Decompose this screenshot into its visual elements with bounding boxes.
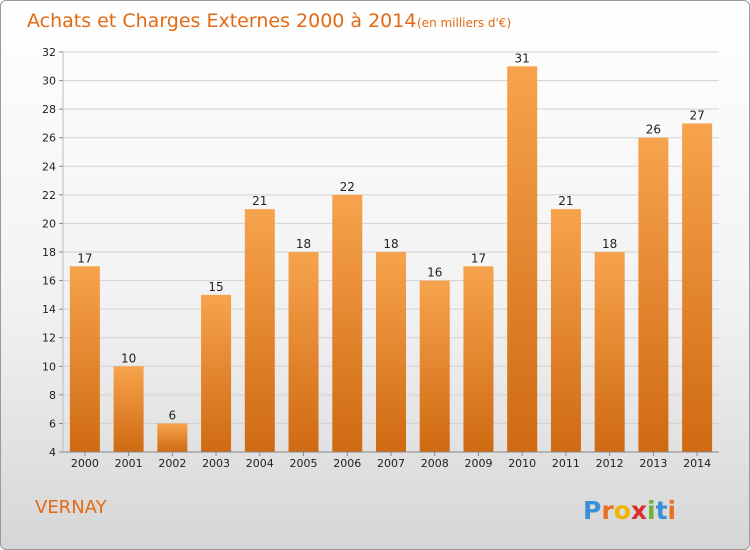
bar-2004 (244, 209, 275, 452)
logo-letter: r (601, 496, 614, 525)
x-tick-label-2007: 2007 (377, 457, 405, 470)
bar-2007 (376, 252, 406, 452)
value-label-2007: 18 (383, 237, 398, 251)
bar-2000 (69, 266, 100, 452)
bar-2005 (288, 252, 319, 452)
logo-letter: x (631, 496, 647, 525)
x-axis: 2000 2001 2002 2003 2004 2005 2006 2007 2008 2009… (71, 452, 711, 470)
y-tick-label: 24 (42, 160, 56, 173)
bar-2010 (507, 66, 538, 453)
bar-2013 (638, 137, 669, 452)
y-tick-label: 28 (42, 103, 56, 116)
y-tick-label: 18 (42, 246, 56, 259)
value-label-2000: 17 (77, 251, 92, 265)
x-tick-label-2009: 2009 (464, 457, 492, 470)
y-tick-label: 4 (49, 446, 56, 459)
y-tick-label: 30 (42, 75, 56, 88)
bar-2014 (682, 123, 713, 452)
x-tick-label-2010: 2010 (508, 457, 536, 470)
value-label-2005: 18 (296, 237, 311, 251)
bar-2011 (550, 209, 581, 452)
value-label-2012: 18 (602, 237, 617, 251)
y-tick-label: 26 (42, 132, 56, 145)
x-tick-label-2011: 2011 (552, 457, 580, 470)
y-tick-label: 8 (49, 389, 56, 402)
x-tick-label-2005: 2005 (290, 457, 318, 470)
y-tick-label: 22 (42, 189, 56, 202)
x-tick-label-2000: 2000 (71, 457, 99, 470)
logo-letter: P (583, 496, 601, 525)
value-label-2010: 31 (515, 51, 530, 65)
y-tick-label: 32 (42, 46, 56, 59)
x-tick-label-2001: 2001 (115, 457, 143, 470)
bar-2006 (332, 194, 363, 452)
bar-2012 (594, 252, 625, 452)
logo-letter: o (614, 496, 631, 525)
y-tick-label: 12 (42, 332, 56, 345)
unit-label: (en milliers d'€) (417, 16, 511, 30)
bar-2002 (157, 423, 188, 452)
value-label-2006: 22 (340, 180, 355, 194)
y-tick-label: 10 (42, 360, 56, 373)
value-label-2013: 26 (646, 123, 661, 137)
value-label-2011: 21 (558, 194, 573, 208)
y-tick-label: 14 (42, 303, 56, 316)
bar-2001 (113, 366, 144, 452)
x-tick-label-2006: 2006 (333, 457, 361, 470)
value-label-2003: 15 (208, 280, 223, 294)
x-tick-label-2014: 2014 (683, 457, 711, 470)
y-axis: 4 6 8 10 12 14 16 18 20 22 24 26 28 30 32 (42, 46, 63, 459)
logo-letter: t (656, 496, 668, 525)
y-tick-label: 16 (42, 275, 56, 288)
bar-2003 (201, 294, 232, 452)
x-tick-label-2012: 2012 (596, 457, 624, 470)
value-label-2004: 21 (252, 194, 267, 208)
value-label-2002: 6 (169, 408, 177, 422)
x-tick-label-2013: 2013 (639, 457, 667, 470)
chart-title: Achats et Charges Externes 2000 à 2014 (27, 10, 416, 32)
value-label-2009: 17 (471, 251, 486, 265)
value-label-2008: 16 (427, 266, 442, 280)
y-tick-label: 6 (49, 417, 56, 430)
x-tick-label-2003: 2003 (202, 457, 230, 470)
bars: 17 10 6 15 21 18 22 18 16 17 31 21 18 26 27 (69, 51, 713, 453)
commune-name: VERNAY (35, 497, 108, 518)
bar-2008 (419, 280, 450, 452)
x-tick-label-2002: 2002 (158, 457, 186, 470)
logo-letter: i (647, 496, 656, 525)
value-label-2014: 27 (689, 108, 704, 122)
proxiti-logo: Proxiti (583, 496, 676, 525)
x-tick-label-2004: 2004 (246, 457, 274, 470)
y-tick-label: 20 (42, 217, 56, 230)
logo-letter: i (668, 496, 677, 525)
x-tick-label-2008: 2008 (421, 457, 449, 470)
bar-2009 (463, 266, 494, 452)
value-label-2001: 10 (121, 351, 136, 365)
